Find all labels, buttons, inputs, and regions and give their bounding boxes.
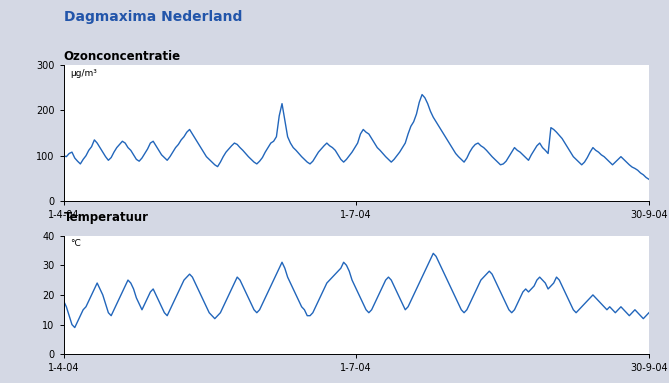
Text: °C: °C: [71, 239, 82, 248]
Text: Temperatuur: Temperatuur: [64, 211, 149, 224]
Text: µg/m³: µg/m³: [71, 69, 98, 78]
Text: Dagmaxima Nederland: Dagmaxima Nederland: [64, 10, 242, 24]
Text: Ozonconcentratie: Ozonconcentratie: [64, 50, 181, 63]
